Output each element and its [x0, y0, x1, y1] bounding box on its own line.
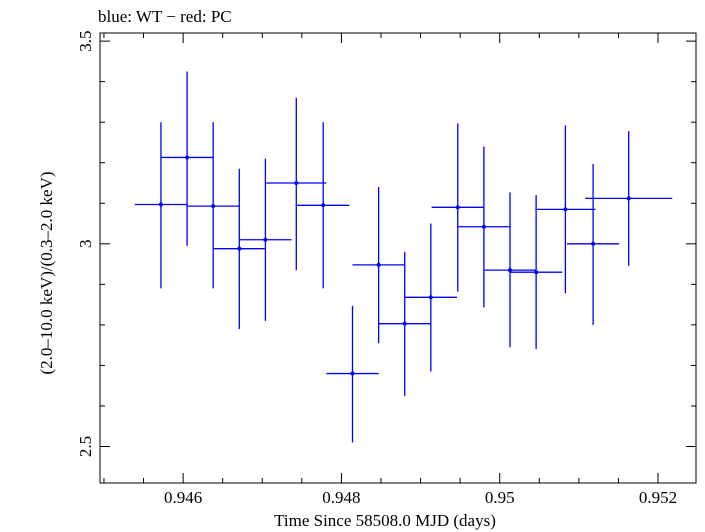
- data-point-group: [404, 223, 457, 372]
- data-point-group: [483, 192, 537, 348]
- y-tick-label: 3.5: [76, 30, 95, 51]
- data-point-group: [266, 97, 327, 271]
- data-point-group: [566, 163, 620, 325]
- data-point: [534, 270, 539, 275]
- data-point: [508, 268, 512, 273]
- data-point: [428, 295, 433, 300]
- y-tick-label: 3: [76, 240, 95, 249]
- data-point: [402, 321, 407, 326]
- data-point-group: [510, 195, 563, 350]
- data-point: [211, 204, 216, 209]
- data-point-group: [535, 125, 596, 294]
- data-point-group: [187, 122, 240, 289]
- y-tick-label: 2.5: [76, 436, 95, 457]
- data-point: [185, 155, 190, 160]
- data-series: [134, 71, 673, 443]
- data-point-group: [585, 131, 673, 266]
- plot-frame: [99, 32, 697, 484]
- data-point-group: [378, 251, 431, 396]
- data-point-group: [134, 122, 188, 289]
- data-point: [350, 371, 355, 376]
- x-tick-label: 0.946: [164, 488, 202, 507]
- x-tick-label: 0.948: [322, 488, 360, 507]
- data-point-group: [297, 122, 350, 289]
- data-point-group: [239, 158, 292, 321]
- data-point-group: [352, 187, 405, 344]
- data-point-group: [457, 146, 510, 308]
- data-point: [294, 181, 299, 185]
- data-point-group: [326, 305, 379, 443]
- data-point-group: [160, 71, 214, 246]
- data-point: [563, 207, 568, 212]
- data-point: [237, 246, 242, 251]
- data-point: [626, 196, 631, 201]
- data-point: [481, 224, 486, 229]
- data-point-group: [431, 123, 484, 292]
- data-point: [321, 203, 326, 208]
- chart-title: blue: WT − red: PC: [98, 7, 232, 26]
- x-tick-label: 0.952: [639, 488, 677, 507]
- x-axis-label: Time Since 58508.0 MJD (days): [274, 511, 496, 530]
- y-axis-label: (2.0–10.0 keV)/(0.3–2.0 keV): [37, 171, 56, 374]
- data-point: [158, 202, 163, 207]
- axis-tick-labels: 0.946 0.948 0.95 0.952 2.5 3 3.5: [76, 30, 677, 507]
- data-point: [591, 241, 596, 246]
- data-point-group: [213, 168, 266, 329]
- data-point: [376, 262, 381, 267]
- x-tick-label: 0.95: [485, 488, 515, 507]
- axis-ticks: [100, 33, 696, 483]
- data-point: [455, 205, 460, 210]
- data-point: [263, 237, 268, 242]
